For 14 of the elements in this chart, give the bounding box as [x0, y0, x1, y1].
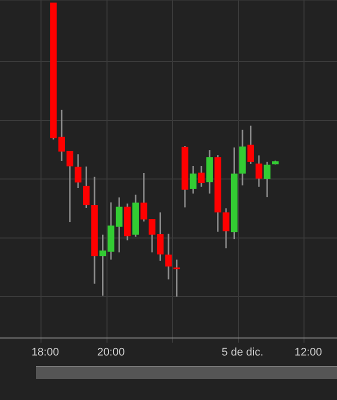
candlestick	[165, 233, 172, 280]
candlestick	[173, 258, 180, 298]
candlestick	[247, 124, 254, 165]
x-tick-label: 18:00	[31, 346, 59, 358]
candlestick	[256, 154, 262, 188]
candlestick	[74, 153, 82, 189]
x-tick-label: 20:00	[97, 346, 125, 358]
candlestick	[82, 166, 90, 209]
candlestick	[264, 161, 270, 198]
candlestick	[190, 165, 196, 194]
candlestick	[222, 208, 230, 249]
x-tick-label: 5 de dic.	[222, 346, 264, 358]
candlestick	[198, 165, 205, 188]
x-tick-label: 12:00	[294, 346, 322, 358]
